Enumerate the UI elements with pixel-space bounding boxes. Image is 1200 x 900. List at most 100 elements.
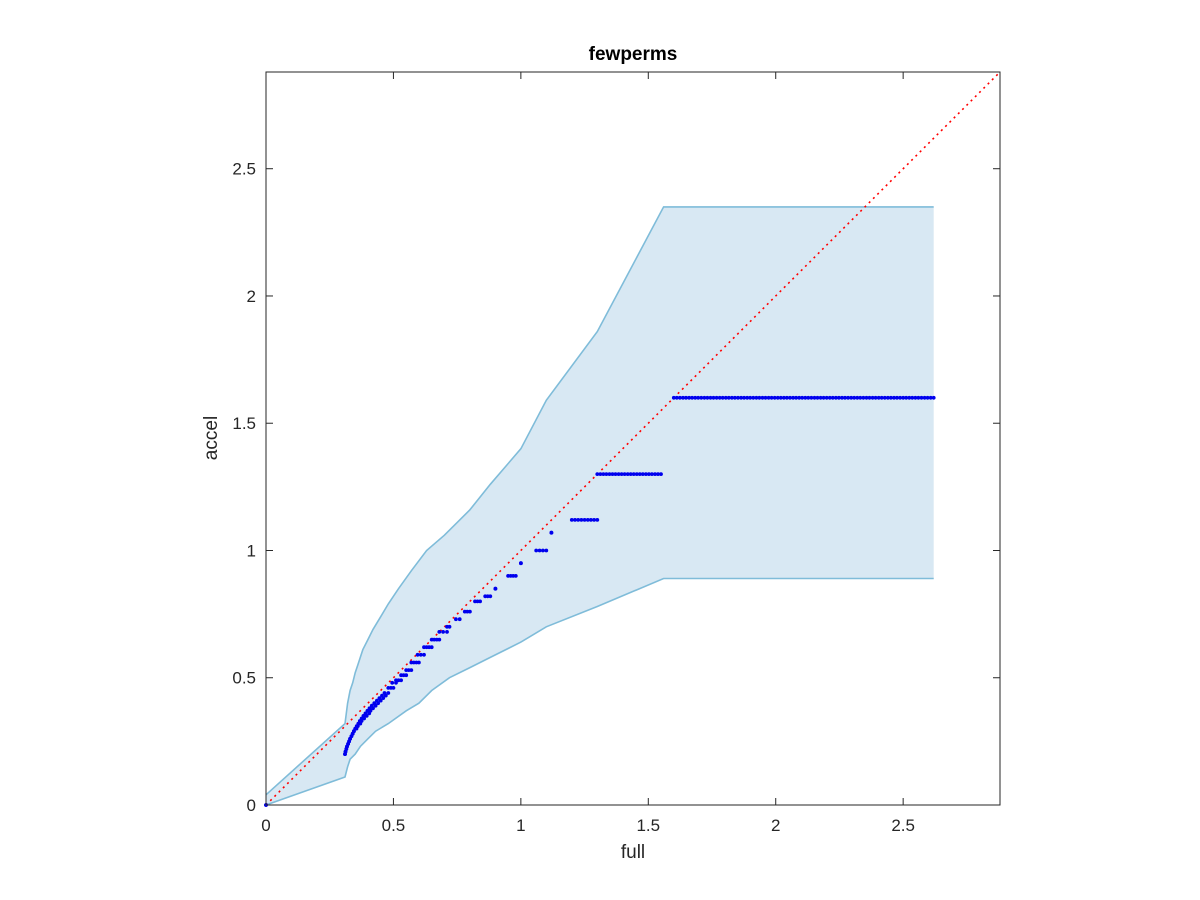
data-point — [815, 395, 820, 400]
data-point — [537, 548, 542, 553]
data-point — [579, 518, 584, 522]
data-point — [610, 472, 615, 476]
data-point — [711, 395, 716, 400]
data-point — [674, 395, 679, 400]
x-tick-label: 1.5 — [636, 816, 660, 835]
data-point — [895, 395, 899, 400]
data-point — [882, 395, 887, 400]
data-point — [800, 395, 805, 400]
data-point — [748, 395, 753, 400]
data-point — [788, 395, 792, 400]
data-point — [708, 395, 713, 400]
data-point — [757, 395, 762, 400]
data-point — [409, 668, 414, 672]
data-point — [886, 395, 890, 400]
data-point — [736, 395, 740, 400]
data-point — [678, 395, 682, 400]
data-point — [411, 660, 416, 665]
data-point — [377, 696, 382, 700]
data-point — [745, 395, 750, 400]
data-point — [794, 395, 798, 400]
data-point — [534, 548, 539, 553]
data-point — [931, 395, 936, 400]
y-tick-label: 2.5 — [232, 160, 256, 179]
data-point — [806, 395, 811, 400]
data-point — [595, 472, 600, 476]
data-point — [418, 652, 423, 657]
data-point — [739, 395, 743, 400]
data-point — [640, 472, 645, 476]
data-point — [928, 395, 933, 400]
data-point — [916, 395, 921, 400]
confidence-band — [265, 206, 934, 806]
band-lower-edge — [265, 577, 934, 806]
data-point — [569, 518, 574, 522]
data-point — [696, 395, 701, 400]
data-point — [613, 472, 618, 476]
data-point — [519, 561, 523, 566]
y-tick-label: 1.5 — [232, 414, 256, 433]
data-point — [576, 518, 581, 522]
x-tick-label: 0.5 — [382, 816, 406, 835]
data-point — [889, 395, 893, 400]
data-points — [264, 395, 936, 807]
data-point — [681, 395, 685, 400]
data-point — [619, 472, 624, 476]
data-point — [858, 395, 863, 400]
data-point — [907, 395, 912, 400]
data-point — [607, 472, 612, 476]
data-point — [861, 395, 866, 400]
x-tick-label: 2 — [771, 816, 780, 835]
data-point — [598, 472, 603, 476]
data-point — [913, 395, 918, 400]
data-point — [726, 395, 731, 400]
x-tick-label: 1 — [516, 816, 525, 835]
data-point — [919, 395, 924, 400]
data-point — [391, 686, 396, 690]
data-point — [427, 645, 431, 650]
data-point — [671, 395, 676, 400]
data-point — [702, 395, 707, 400]
data-point — [733, 395, 737, 400]
data-point — [763, 395, 768, 400]
data-point — [873, 395, 878, 400]
data-point — [601, 472, 606, 476]
data-point — [511, 574, 516, 578]
data-point — [785, 395, 789, 400]
data-point — [415, 652, 420, 657]
x-tick-label: 2.5 — [891, 816, 915, 835]
data-point — [766, 395, 771, 400]
data-point — [772, 395, 777, 400]
data-point — [628, 472, 633, 476]
data-point — [650, 472, 654, 476]
data-point — [867, 395, 872, 400]
data-point — [898, 395, 902, 400]
data-point — [475, 599, 480, 604]
data-point — [457, 617, 462, 622]
data-point — [367, 706, 372, 711]
data-point — [849, 395, 854, 400]
data-point — [406, 668, 411, 672]
band-area — [266, 206, 934, 805]
data-point — [437, 630, 442, 634]
axis-ticks — [265, 72, 1000, 806]
data-point — [846, 395, 850, 400]
x-tick-labels: 0 0.5 1 1.5 2 2.5 — [261, 816, 915, 835]
data-point — [852, 395, 857, 400]
data-point — [465, 609, 470, 614]
data-point — [653, 472, 657, 476]
data-point — [485, 594, 490, 599]
data-point — [910, 395, 915, 400]
data-point — [647, 472, 651, 476]
data-point — [478, 599, 482, 604]
data-point — [468, 609, 472, 614]
data-point — [625, 472, 630, 476]
data-point — [592, 518, 596, 522]
y-tick-label: 0 — [247, 796, 256, 815]
y-tick-label: 0.5 — [232, 669, 256, 688]
data-point — [549, 530, 554, 535]
data-point — [791, 395, 795, 400]
reference-line — [265, 71, 1001, 806]
data-point — [595, 518, 600, 522]
data-point — [904, 395, 909, 400]
